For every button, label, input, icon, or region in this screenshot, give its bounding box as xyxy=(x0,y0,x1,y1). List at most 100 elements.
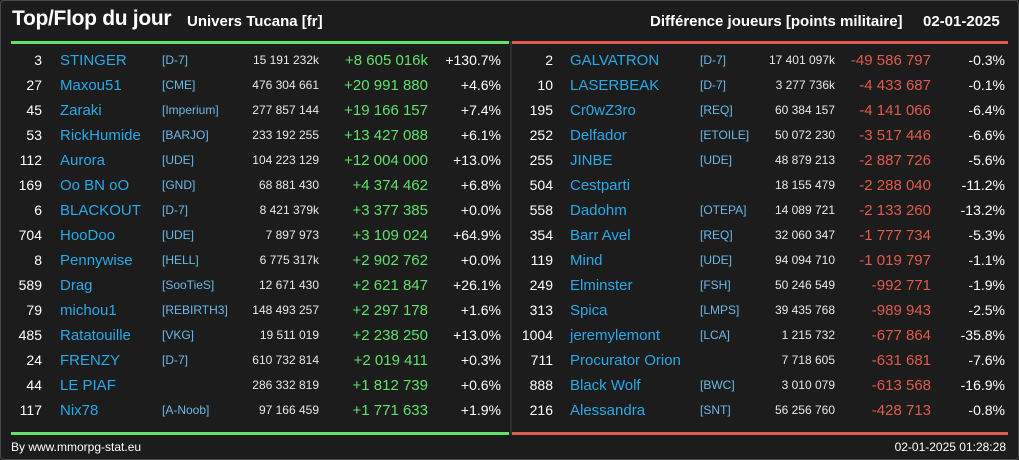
points-difference: +12 004 000 xyxy=(344,152,428,169)
player-name[interactable]: michou1 xyxy=(60,302,117,319)
alliance-tag: [GND] xyxy=(162,178,196,192)
percent-change: -0.1% xyxy=(968,77,1005,93)
player-name[interactable]: Maxou51 xyxy=(60,77,122,94)
military-points: 1 215 732 xyxy=(781,328,835,342)
points-difference: +13 427 088 xyxy=(344,127,428,144)
percent-change: -6.6% xyxy=(968,127,1005,143)
player-name[interactable]: JINBE xyxy=(570,152,613,169)
panel-title: Top/Flop du jour xyxy=(12,7,172,30)
player-rank: 252 xyxy=(529,127,553,143)
points-difference: -992 771 xyxy=(871,277,931,294)
points-difference: +2 238 250 xyxy=(352,327,429,344)
points-difference: +2 902 762 xyxy=(352,252,429,269)
top-row: 8 Pennywise [HELL] 6 775 317k +2 902 762 +0.0… xyxy=(1,248,1018,273)
player-name[interactable]: Cr0wZ3ro xyxy=(570,102,636,119)
alliance-tag: [REBIRTH3] xyxy=(162,303,228,317)
percent-change: +0.3% xyxy=(460,352,501,368)
player-name[interactable]: HooDoo xyxy=(60,227,116,244)
points-difference: +2 297 178 xyxy=(352,302,429,319)
percent-change: -7.6% xyxy=(968,352,1005,368)
points-difference: +4 374 462 xyxy=(352,177,429,194)
points-difference: -2 288 040 xyxy=(859,177,931,194)
player-name[interactable]: LASERBEAK xyxy=(570,77,660,94)
top-row: 79 michou1 [REBIRTH3] 148 493 257 +2 297 178… xyxy=(1,298,1018,323)
military-points: 18 155 479 xyxy=(774,178,835,192)
alliance-tag: [BARJO] xyxy=(162,128,209,142)
player-rank: 255 xyxy=(529,152,553,168)
points-difference: +19 166 157 xyxy=(344,102,428,119)
flop-row: 216 Alessandra [SNT] 56 256 760 -428 713 -0.8… xyxy=(1,398,1018,423)
player-rank: 119 xyxy=(530,252,553,268)
alliance-tag: [UDE] xyxy=(700,253,733,267)
player-name[interactable]: Oo BN oO xyxy=(60,177,130,194)
military-points: 3 010 079 xyxy=(781,378,835,392)
percent-change: +13.0% xyxy=(453,152,501,168)
player-name[interactable]: Elminster xyxy=(570,277,633,294)
player-name[interactable]: Dadohm xyxy=(570,202,627,219)
player-name[interactable]: GALVATRON xyxy=(570,52,660,69)
military-points: 68 881 430 xyxy=(258,178,319,192)
military-points: 8 421 379k xyxy=(259,203,319,217)
top-row: 117 Nix78 [A-Noob] 97 166 459 +1 771 633 +1.9… xyxy=(1,398,1018,423)
alliance-tag: [BWC] xyxy=(700,378,735,392)
alliance-tag: [REQ] xyxy=(700,228,733,242)
player-name[interactable]: Aurora xyxy=(60,152,106,169)
player-name[interactable]: Mind xyxy=(570,252,603,269)
military-points: 19 511 019 xyxy=(259,328,319,342)
points-difference: +1 812 739 xyxy=(352,377,429,394)
top-row: 44 LE PIAF 286 332 819 +1 812 739 +0.6% xyxy=(1,373,1018,398)
percent-change: +13.0% xyxy=(453,327,501,343)
flop-row: 711 Procurator Orion 7 718 605 -631 681 -7.6… xyxy=(1,348,1018,373)
player-rank: 27 xyxy=(26,77,42,93)
points-difference: -989 943 xyxy=(871,302,931,319)
top-row: 485 Ratatouille [VKG] 19 511 019 +2 238 250 +… xyxy=(1,323,1018,348)
player-name[interactable]: Spica xyxy=(570,302,608,319)
player-rank: 45 xyxy=(26,102,42,118)
player-name[interactable]: jeremylemont xyxy=(570,327,661,344)
player-name[interactable]: Procurator Orion xyxy=(570,352,681,369)
player-name[interactable]: Delfador xyxy=(570,127,627,144)
player-name[interactable]: Barr Avel xyxy=(570,227,631,244)
military-points: 48 879 213 xyxy=(774,153,835,167)
flop-row: 888 Black Wolf [BWC] 3 010 079 -613 568 -16.9… xyxy=(1,373,1018,398)
player-name[interactable]: FRENZY xyxy=(60,352,120,369)
percent-change: -0.3% xyxy=(968,52,1005,68)
player-name[interactable]: Pennywise xyxy=(60,252,133,269)
player-name[interactable]: Ratatouille xyxy=(60,327,131,344)
points-difference: -49 586 797 xyxy=(850,52,931,69)
player-name[interactable]: Nix78 xyxy=(60,402,99,419)
alliance-tag: [LMPS] xyxy=(700,303,740,317)
percent-change: +6.1% xyxy=(460,127,501,143)
military-points: 3 277 736k xyxy=(775,78,835,92)
alliance-tag: [UDE] xyxy=(700,153,733,167)
player-name[interactable]: Cestparti xyxy=(570,177,631,194)
points-difference: -4 433 687 xyxy=(859,77,931,94)
alliance-tag: [UDE] xyxy=(162,228,195,242)
military-points: 476 304 661 xyxy=(252,78,319,92)
points-difference: -1 019 797 xyxy=(859,252,931,269)
percent-change: +0.6% xyxy=(460,377,501,393)
player-name[interactable]: BLACKOUT xyxy=(60,202,141,219)
military-points: 6 775 317k xyxy=(259,253,319,267)
player-rank: 8 xyxy=(34,252,42,268)
player-name[interactable]: STINGER xyxy=(60,52,127,69)
player-name[interactable]: LE PIAF xyxy=(60,377,116,394)
player-name[interactable]: Alessandra xyxy=(570,402,646,419)
top-row: 45 Zaraki [Imperium] 277 857 144 +19 166 157… xyxy=(1,98,1018,123)
alliance-tag: [HELL] xyxy=(162,253,199,267)
top-row: 169 Oo BN oO [GND] 68 881 430 +4 374 462 +6.8… xyxy=(1,173,1018,198)
player-rank: 117 xyxy=(19,402,42,418)
percent-change: -5.3% xyxy=(968,227,1005,243)
bottom-divider-red xyxy=(512,432,1008,435)
footer-source: By www.mmorpg-stat.eu xyxy=(11,440,142,454)
player-name[interactable]: RickHumide xyxy=(60,127,141,144)
percent-change: +6.8% xyxy=(460,177,501,193)
player-rank: 112 xyxy=(19,152,42,168)
player-name[interactable]: Zaraki xyxy=(60,102,102,119)
player-rank: 249 xyxy=(529,277,553,293)
player-name[interactable]: Drag xyxy=(60,277,93,294)
player-rank: 485 xyxy=(18,327,42,343)
top-row: 704 HooDoo [UDE] 7 897 973 +3 109 024 +64.9% xyxy=(1,223,1018,248)
player-name[interactable]: Black Wolf xyxy=(570,377,641,394)
player-rank: 558 xyxy=(529,202,553,218)
